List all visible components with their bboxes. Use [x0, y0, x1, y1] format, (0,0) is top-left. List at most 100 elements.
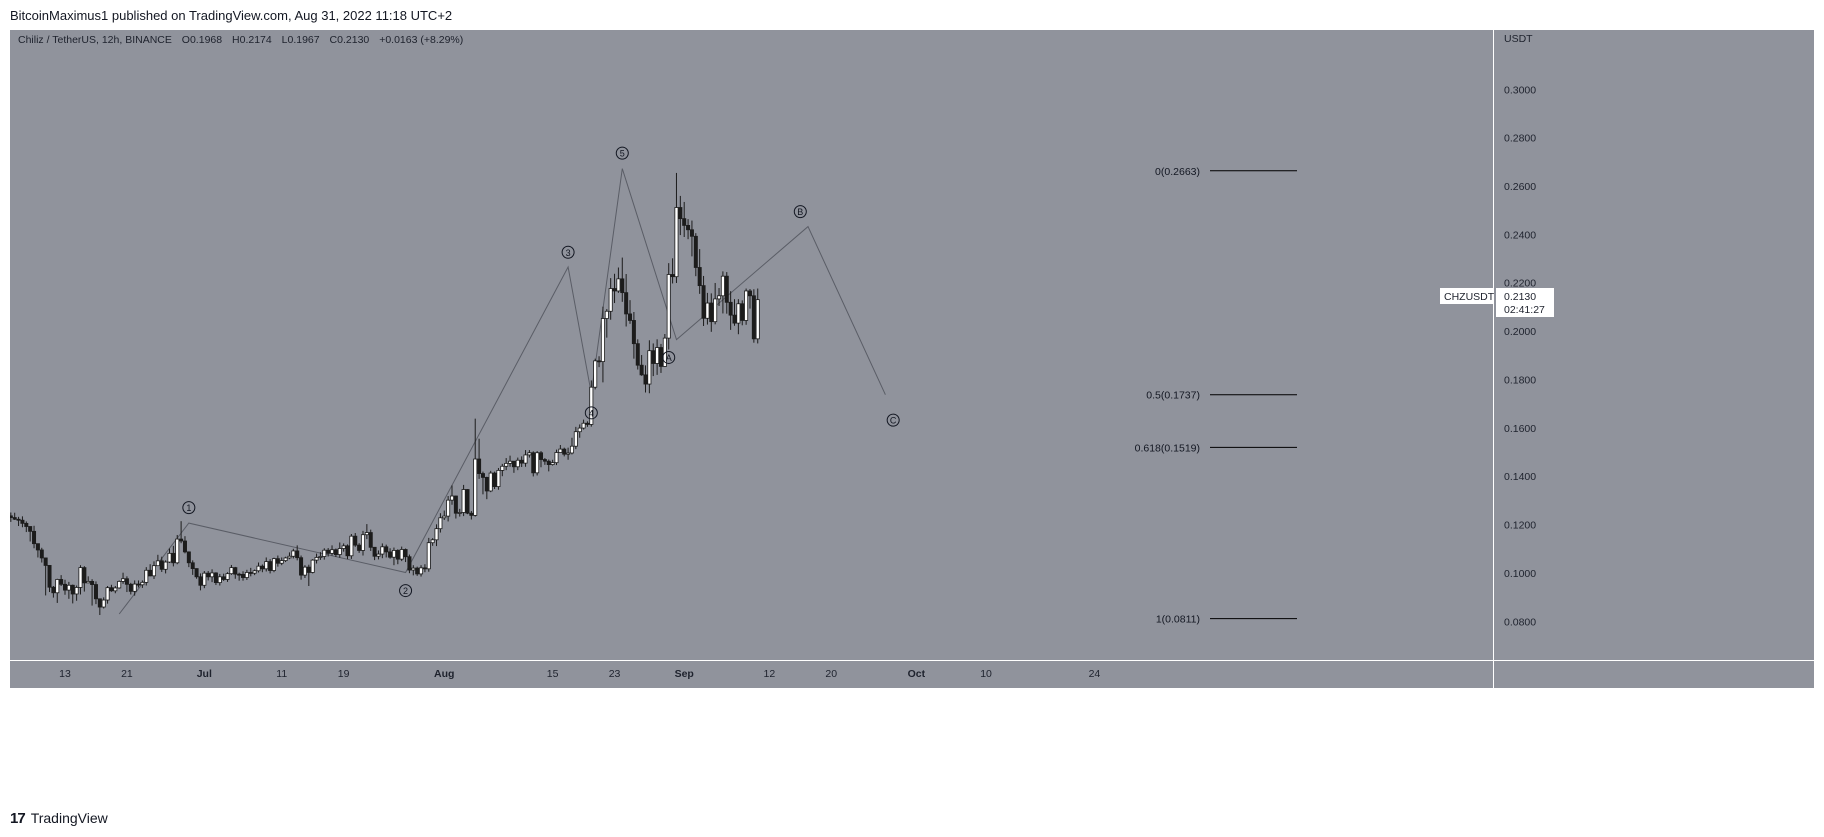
candle — [291, 548, 296, 559]
candle — [713, 282, 718, 325]
svg-text:Chiliz / TetherUS, 12h, BINANC: Chiliz / TetherUS, 12h, BINANCE O0.1968 … — [18, 34, 463, 46]
candle — [90, 579, 95, 606]
candle — [670, 258, 675, 284]
time-tick-label: 21 — [121, 668, 133, 680]
time-tick-label: 11 — [276, 668, 287, 680]
candle-body — [97, 598, 102, 608]
candle — [585, 421, 590, 427]
candle-body — [635, 343, 640, 366]
candle-body — [299, 557, 304, 576]
candle — [171, 545, 176, 567]
candle-body — [364, 532, 369, 536]
candle — [28, 526, 33, 542]
price-tick-label: 0.2200 — [1504, 278, 1536, 290]
candle — [43, 557, 48, 596]
candle — [349, 534, 354, 559]
candle — [306, 564, 311, 586]
candle — [403, 548, 408, 563]
price-chart[interactable]: 0(0.2663) 0.5(0.1737) 0.618(0.1519) 1(0.081… — [1, 30, 1814, 776]
candle — [728, 291, 733, 330]
fibonacci-levels[interactable]: 0(0.2663) 0.5(0.1737) 0.618(0.1519) 1(0.081… — [1135, 166, 1297, 626]
candle-body — [608, 288, 613, 312]
candle — [542, 458, 547, 465]
candle — [124, 576, 129, 593]
candle — [519, 456, 524, 468]
candle — [395, 549, 400, 565]
candle — [523, 450, 528, 467]
candle-body — [593, 360, 598, 388]
candle — [357, 543, 362, 553]
candle-body — [492, 472, 497, 487]
time-tick-label: 20 — [825, 668, 837, 680]
legend-open-value: 0.1968 — [190, 34, 222, 46]
wave-labels[interactable]: 1 2 3 4 5 A B C — [182, 146, 900, 598]
candle — [35, 543, 40, 558]
candle-body — [407, 556, 412, 571]
candle-body — [682, 218, 687, 226]
candle — [51, 585, 56, 598]
candle — [500, 463, 505, 477]
candle-body — [109, 587, 114, 592]
candle-body — [728, 301, 733, 316]
publisher-header: BitcoinMaximus1 published on TradingView… — [0, 0, 1824, 30]
bar-countdown: 02:41:27 — [1504, 304, 1545, 316]
legend[interactable]: Chiliz / TetherUS, 12h, BINANCE O0.1968 … — [18, 34, 463, 46]
candle-body — [546, 460, 551, 465]
candle-body — [198, 576, 203, 586]
candle — [736, 299, 741, 335]
candle — [353, 533, 358, 547]
candle-body — [175, 538, 180, 564]
candle-body — [163, 561, 168, 570]
candle-body — [283, 557, 288, 562]
price-axis-background[interactable] — [1493, 30, 1814, 660]
candle-body — [24, 522, 29, 527]
candle — [179, 521, 184, 544]
candle-body — [202, 572, 207, 586]
wave-label-text: 1 — [186, 503, 191, 513]
candle — [434, 524, 439, 547]
candle-body — [550, 462, 555, 465]
candle-body — [480, 473, 485, 478]
candle — [275, 555, 280, 567]
fib-level: 0(0.2663) — [1155, 166, 1297, 178]
candle-body — [233, 567, 238, 575]
axis-corner — [1493, 660, 1814, 688]
chart-frame[interactable]: 0(0.2663) 0.5(0.1737) 0.618(0.1519) 1(0.081… — [1, 30, 1814, 776]
legend-close-label: C — [330, 34, 338, 46]
time-tick-label: Sep — [675, 668, 694, 680]
time-axis-background[interactable] — [10, 660, 1493, 688]
candle-body — [577, 427, 582, 433]
candle — [643, 365, 648, 393]
wave-label-text: 5 — [620, 149, 625, 159]
candle — [446, 496, 451, 522]
candle — [469, 511, 474, 520]
candle-body — [167, 552, 172, 563]
candle — [310, 559, 315, 574]
candle-body — [8, 515, 13, 518]
candle-body — [291, 550, 296, 557]
wave-label-4: 4 — [584, 406, 598, 420]
candle-body — [612, 288, 617, 292]
last-price-tag[interactable]: CHZUSDT 0.2130 02:41:27 — [1440, 288, 1554, 317]
legend-high-value: 0.2174 — [240, 34, 272, 46]
candle-body — [128, 583, 133, 592]
candle — [415, 566, 420, 576]
candle — [55, 578, 60, 603]
candle — [337, 542, 342, 558]
candle — [465, 489, 470, 515]
candle-body — [333, 549, 338, 555]
candle-body — [179, 538, 184, 542]
candle-body — [465, 489, 470, 514]
candle-body — [554, 452, 559, 464]
candle-body — [496, 469, 501, 487]
tradingview-footer[interactable]: 17 TradingView — [10, 806, 108, 830]
candle-body — [244, 572, 249, 578]
candle — [144, 567, 149, 586]
candle — [318, 552, 323, 560]
candle — [747, 289, 752, 309]
candle — [589, 380, 594, 427]
candle — [492, 471, 497, 490]
candle-body — [631, 320, 636, 345]
candle-body — [442, 515, 447, 519]
candle — [360, 530, 365, 556]
